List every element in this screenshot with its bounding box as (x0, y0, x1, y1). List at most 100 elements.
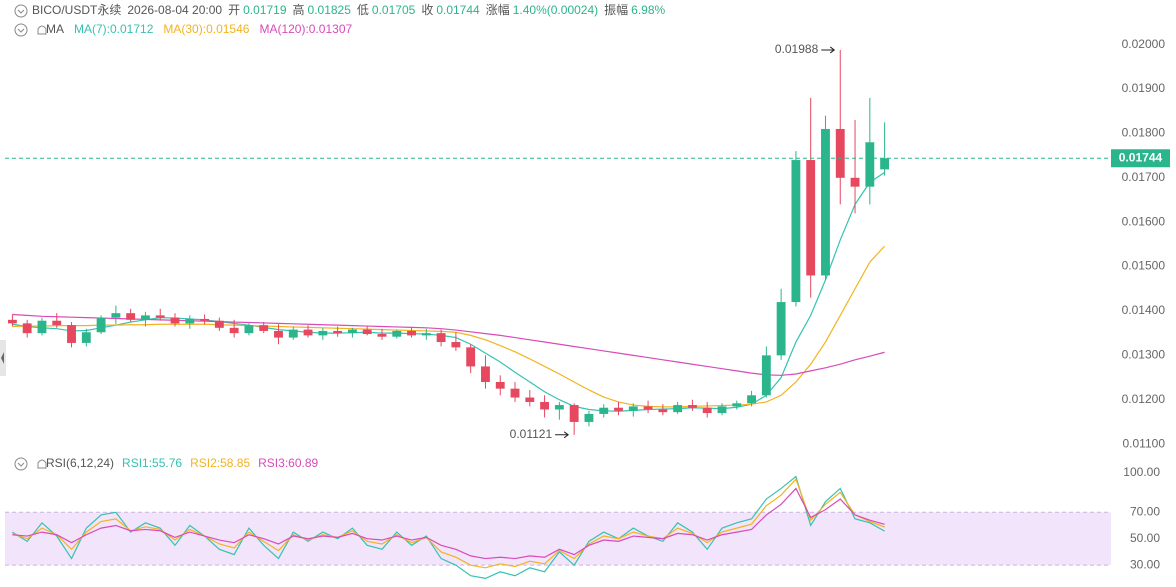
header-icon[interactable] (14, 4, 28, 18)
candle-body (687, 405, 697, 408)
rsi-band (5, 512, 1111, 566)
candle-body (466, 347, 476, 367)
candle-body (229, 327, 239, 334)
candle-body (333, 330, 343, 334)
candle-body (554, 405, 564, 410)
ma-line (12, 313, 885, 376)
candle-body (185, 318, 195, 324)
candle-body (584, 413, 594, 422)
rsi-line (12, 487, 885, 560)
candle-body (628, 406, 638, 411)
current-price-box (1111, 149, 1170, 168)
current-price-label: 0.01744 (1119, 150, 1163, 164)
bell-icon (37, 459, 47, 469)
candle-body (717, 406, 727, 414)
ma-line (12, 245, 886, 408)
high-arrow (821, 46, 836, 54)
ma-icon[interactable] (14, 23, 28, 37)
header-field: 0.01705 (372, 3, 416, 17)
bell-icon (37, 25, 47, 35)
header-field: 0.01825 (308, 3, 352, 17)
candle-body (377, 334, 387, 337)
candle-body (702, 407, 712, 414)
ma-legend: MA MA(7):0.01712 MA(30):0.01546 MA(120):0.0… (46, 22, 353, 36)
candle-body (643, 406, 653, 410)
rsi-y-tick-label: 70.00 (1130, 504, 1160, 518)
legend-entry: MA(7):0.01712 (74, 22, 154, 36)
candle-body (67, 325, 76, 343)
rsi-icon[interactable] (14, 457, 28, 471)
y-tick-label: 0.01400 (1122, 303, 1166, 317)
header-field: 2026-08-04 20:00 (127, 3, 222, 17)
candle-body (126, 313, 136, 320)
candle-body (658, 409, 668, 413)
candle-body (525, 397, 535, 402)
ma-label: MA (46, 22, 64, 36)
high-label: 0.01988 (775, 42, 819, 56)
candle-body (362, 329, 372, 335)
candle-body (141, 315, 150, 320)
header-field: 振幅 (604, 2, 628, 17)
header-field: 6.98% (631, 3, 665, 17)
header-field: 高 (293, 2, 305, 17)
candle-body (111, 313, 121, 318)
y-tick-label: 0.02000 (1122, 37, 1166, 51)
candle-body (510, 388, 520, 398)
candle-body (791, 160, 801, 303)
rsi-title: RSI(6,12,24) (46, 456, 114, 470)
candle-body (303, 329, 313, 336)
candle-body (569, 405, 579, 422)
candle-body (540, 401, 550, 410)
candle-body (7, 319, 17, 324)
header-field: 收 (421, 3, 433, 17)
rsi-y-tick-label: 50.00 (1130, 531, 1160, 545)
candle-body (22, 323, 32, 334)
candle-body (259, 325, 269, 331)
y-tick-label: 0.01700 (1122, 170, 1166, 184)
candle-body (96, 317, 106, 333)
candle-body (747, 395, 756, 404)
y-tick-label: 0.01300 (1122, 348, 1166, 362)
candle-body (835, 128, 845, 178)
y-tick-label: 0.01900 (1122, 81, 1166, 95)
candle-body (214, 320, 224, 328)
candle-body (481, 366, 490, 382)
header-field: 开 (228, 3, 240, 17)
header-field: 涨幅 (486, 2, 510, 17)
side-tab-arrow (1, 352, 4, 364)
candle-body (436, 333, 446, 343)
candle-body (865, 142, 875, 187)
candle-body (52, 320, 62, 326)
header-field: 0.01719 (243, 3, 287, 17)
header-field: 1.40%(0.00024) (513, 3, 598, 17)
candle-body (200, 318, 210, 321)
header-field: 低 (357, 3, 369, 17)
y-tick-label: 0.01500 (1122, 259, 1166, 273)
candle-body (392, 330, 402, 337)
candle-body (37, 320, 47, 334)
legend-entry: RSI2:58.85 (190, 456, 250, 470)
rsi-line (12, 478, 885, 569)
header-field: BICO/USDT永续 (32, 3, 121, 17)
rsi-y-tick-label: 100.00 (1123, 465, 1160, 479)
candle-body (451, 342, 461, 348)
y-tick-label: 0.01200 (1122, 392, 1166, 406)
header-field: 0.01744 (436, 3, 480, 17)
candle-body (761, 355, 771, 396)
candle-body (599, 407, 609, 414)
candle-body (244, 325, 254, 334)
rsi-legend: RSI(6,12,24) RSI1:55.76 RSI2:58.85 RSI3:60.… (46, 456, 319, 470)
candle-body (850, 177, 860, 187)
rsi-line (12, 475, 885, 580)
candle-body (288, 329, 298, 338)
candle-body (614, 407, 623, 411)
candle-body (274, 330, 283, 338)
candle-body (880, 158, 890, 170)
legend-entry: MA(30):0.01546 (163, 22, 249, 36)
low-arrow (555, 431, 569, 439)
candle-body (170, 317, 180, 324)
legend-entry: RSI1:55.76 (122, 456, 182, 470)
candle-body (495, 381, 505, 389)
candle-body (821, 128, 830, 276)
